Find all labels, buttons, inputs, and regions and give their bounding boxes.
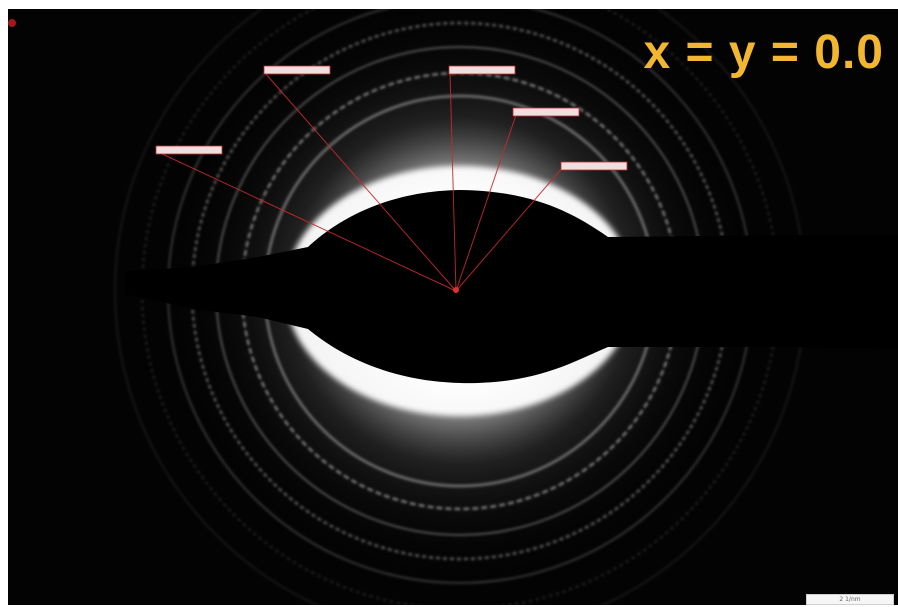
ring-label-1	[155, 145, 223, 155]
composition-label: x = y = 0.0	[643, 26, 884, 79]
corner-mark	[8, 19, 16, 27]
measure-line-3	[449, 72, 457, 292]
scale-bar-text: 2 1/nm	[839, 596, 861, 603]
beam-stop	[126, 190, 898, 384]
ring-label-4	[512, 107, 580, 117]
diffraction-rings-graphic	[114, 9, 898, 605]
ring-label-2	[263, 65, 331, 75]
measure-line-4	[455, 114, 517, 292]
ring-labels	[155, 65, 628, 171]
diffraction-pattern-panel: x = y = 0.0 2 1/nm	[8, 9, 898, 605]
ring-label-3	[448, 65, 516, 75]
center-marker	[453, 287, 459, 293]
measure-line-5	[455, 166, 564, 292]
ring-label-5	[560, 161, 628, 171]
scale-bar: 2 1/nm	[806, 594, 894, 605]
measure-line-2	[264, 72, 457, 292]
measurement-lines	[157, 72, 564, 292]
measure-line-1	[157, 151, 457, 292]
